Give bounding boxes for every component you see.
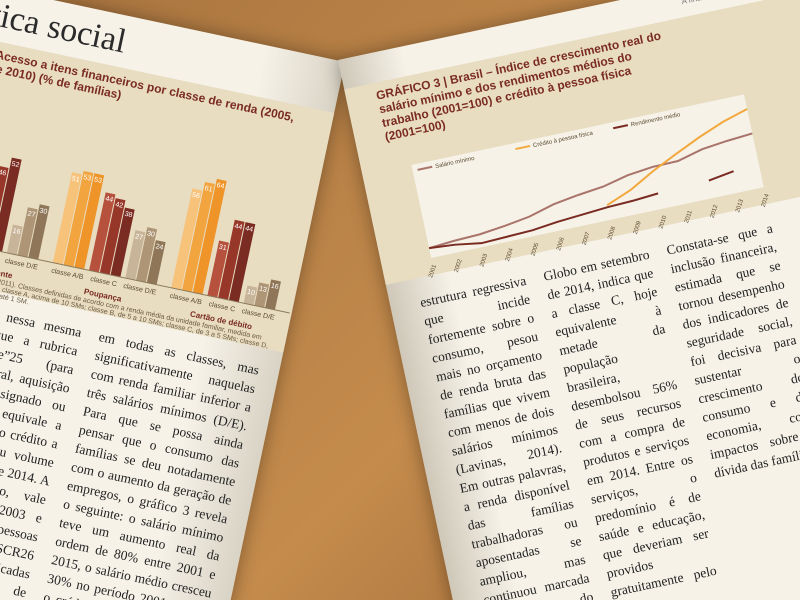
value-label: 10 — [246, 289, 255, 297]
value-label: 30 — [146, 230, 155, 238]
plot-area — [411, 94, 764, 258]
value-label: 16 — [12, 228, 21, 236]
value-label: 24 — [155, 243, 164, 251]
x-tick-label: 2006 — [556, 236, 566, 251]
value-label: 51 — [71, 175, 80, 183]
value-label: 52 — [11, 161, 20, 169]
bar — [28, 204, 50, 260]
x-tick-label: 2013 — [735, 198, 745, 213]
bar — [243, 285, 258, 306]
value-label: 44 — [245, 225, 254, 233]
value-label: 44 — [234, 223, 243, 231]
x-tick-label: 2010 — [658, 214, 668, 229]
bar — [136, 227, 158, 283]
x-tick-label: 2002 — [454, 258, 464, 273]
bar — [218, 219, 245, 300]
bar — [125, 230, 146, 281]
value-label: 31 — [218, 244, 227, 252]
class-label: classe A/B — [51, 268, 85, 282]
value-label: 53 — [83, 174, 92, 182]
bar — [89, 192, 116, 273]
bar — [146, 240, 166, 285]
value-label: 53 — [93, 176, 102, 184]
bar — [192, 178, 227, 295]
bar — [110, 207, 135, 277]
value-label: 30 — [39, 207, 48, 215]
bar — [6, 224, 23, 255]
x-tick-label: 2005 — [531, 242, 541, 257]
value-label: 13 — [258, 286, 267, 294]
line-chart: 2001 2002 2003 2004 2005 2006 2007 2008 2009 2010… — [411, 94, 771, 279]
value-label: 44 — [105, 196, 114, 204]
right-page: A financeirização da política social 47 … — [338, 0, 800, 600]
value-label: 38 — [124, 211, 133, 219]
x-tick-label: 2012 — [710, 204, 720, 219]
bar — [0, 165, 9, 250]
bar — [52, 172, 82, 265]
x-tick-label: 2014 — [761, 193, 771, 208]
bar — [17, 207, 38, 258]
bar — [171, 188, 203, 290]
class-label: classe D/E — [123, 283, 158, 297]
value-label: 46 — [0, 169, 7, 177]
class-label: classe A/B — [169, 293, 203, 307]
class-label: classe D/E — [241, 308, 276, 322]
legend-swatch — [515, 144, 531, 151]
class-label: classe D/E — [4, 258, 39, 272]
x-tick-label: 2007 — [582, 231, 592, 246]
bar-chart: 576167classe A/B394652classe C162730clas… — [0, 157, 290, 331]
baseline — [0, 235, 290, 314]
left-page: ítica social o 2 | Acesso a itens financ… — [0, 0, 346, 600]
legend-swatch — [613, 124, 629, 130]
chart-panel: o 2 | Acesso a itens financeiros por cla… — [0, 0, 335, 353]
value-label: 16 — [270, 283, 279, 291]
bar — [99, 198, 126, 275]
x-tick-label: 2011 — [684, 209, 694, 224]
bar — [0, 157, 22, 252]
bar — [63, 170, 94, 268]
series-line — [606, 108, 748, 207]
value-label: 61 — [204, 185, 213, 193]
value-label: 56 — [191, 192, 200, 200]
x-tick-label: 2001 — [428, 263, 438, 278]
value-label: 27 — [27, 210, 36, 218]
x-tick-label: 2009 — [633, 220, 643, 235]
series-line — [428, 132, 753, 250]
class-label: classe C — [90, 276, 118, 288]
bar — [182, 181, 215, 293]
bar — [265, 279, 281, 310]
series-line — [428, 170, 734, 250]
bar — [207, 240, 229, 298]
x-tick-label: 2004 — [505, 247, 515, 262]
value-label: 64 — [216, 182, 225, 190]
class-label: classe C — [208, 301, 236, 313]
legend-swatch — [417, 165, 433, 171]
value-label: 27 — [134, 233, 143, 241]
chart-panel: GRÁFICO 3 | Brasil – Índice de crescimen… — [344, 0, 800, 285]
x-tick-label: 2003 — [479, 253, 489, 268]
bar — [254, 282, 270, 308]
bar — [74, 173, 105, 270]
x-tick-label: 2008 — [607, 225, 617, 240]
value-label: 42 — [115, 201, 124, 209]
bar — [228, 222, 256, 303]
